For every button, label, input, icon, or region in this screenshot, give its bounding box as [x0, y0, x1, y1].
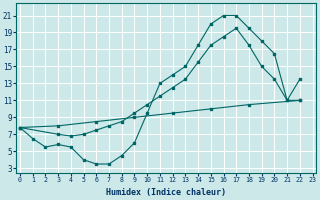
X-axis label: Humidex (Indice chaleur): Humidex (Indice chaleur)	[106, 188, 226, 197]
